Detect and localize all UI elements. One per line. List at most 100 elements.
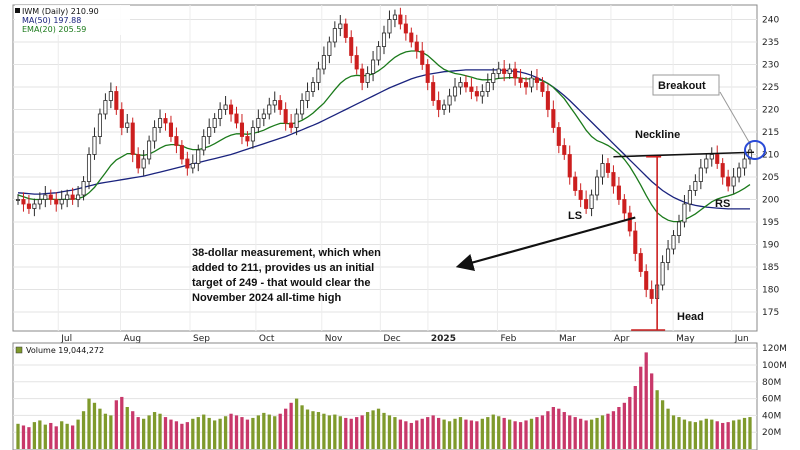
volume-bar <box>447 421 452 449</box>
date-tick-label: Aug <box>123 334 141 344</box>
candle-body <box>425 64 430 83</box>
candle-body <box>332 28 337 43</box>
candle-body <box>556 127 561 146</box>
volume-bar <box>81 411 86 449</box>
candle-body <box>578 190 583 200</box>
candle-body <box>152 127 157 142</box>
date-tick-label: May <box>676 334 695 344</box>
head-label: Head <box>677 311 704 323</box>
candle-body <box>513 68 518 79</box>
candle-body <box>32 203 37 209</box>
candle-body <box>229 104 234 115</box>
candle-body <box>720 163 725 178</box>
volume-bar <box>300 405 304 449</box>
legend-item-ema20: EMA(20) 205.59 <box>22 25 86 34</box>
candle-body <box>97 113 102 137</box>
volume-bar <box>365 412 370 449</box>
volume-bar <box>426 417 430 449</box>
price-tick-label: 185 <box>762 263 779 273</box>
volume-axis: 120M 100M 80M 60M 40M 20M <box>762 344 787 438</box>
candle-body <box>278 100 283 110</box>
volume-bar <box>540 415 545 449</box>
candle-body <box>43 194 48 200</box>
volume-bar <box>573 417 577 449</box>
volume-bar <box>404 421 408 449</box>
ma50-path <box>17 69 750 210</box>
volume-bar <box>125 407 129 449</box>
candle-body <box>108 91 113 101</box>
volume-bar <box>218 418 222 449</box>
candle-body <box>726 176 731 187</box>
volume-bar <box>60 421 64 449</box>
candle-body <box>125 122 130 128</box>
candle-body <box>92 136 97 155</box>
volume-bar <box>442 419 446 449</box>
candle-body <box>196 149 201 164</box>
candle-body <box>15 199 21 201</box>
candle-body <box>567 154 572 178</box>
candle-body <box>611 172 616 187</box>
breakout-box <box>652 74 720 96</box>
volume-bar <box>70 425 75 449</box>
candle-body <box>666 248 671 263</box>
candle-body <box>103 100 108 115</box>
volume-bar <box>458 417 463 449</box>
volume-bar <box>256 415 260 449</box>
candle-body <box>168 122 173 137</box>
candle-body <box>267 104 272 115</box>
volume-bar <box>524 420 528 449</box>
volume-bar <box>174 421 179 449</box>
candle-body <box>409 32 414 43</box>
volume-bar <box>731 420 736 449</box>
candle-body <box>442 104 447 110</box>
volume-bar <box>710 419 714 449</box>
candle-body <box>447 95 452 106</box>
measurement-text-line: 38-dollar measurement, which when <box>192 247 381 259</box>
candle-body <box>321 55 326 70</box>
price-axis: 240 235 230 225 220 215 210 205 200 195 190 185 180 1… <box>762 16 779 319</box>
candle-body <box>698 167 703 182</box>
candle-body <box>179 145 184 160</box>
candle-body <box>431 82 436 101</box>
volume-bar <box>393 417 397 449</box>
candle-body <box>523 82 529 88</box>
candle-body <box>300 100 305 115</box>
volume-bar <box>245 419 250 449</box>
breakout-label: Breakout <box>658 80 706 92</box>
volume-bar <box>595 417 599 449</box>
volume-bar <box>322 413 326 449</box>
candle-body <box>534 77 539 83</box>
volume-bar <box>469 420 474 449</box>
candle-body <box>458 82 463 88</box>
volume-bar <box>21 425 26 449</box>
volume-bar <box>202 414 206 449</box>
candle-body <box>649 289 654 299</box>
date-tick-label: Dec <box>383 334 400 344</box>
volume-bar <box>234 415 239 449</box>
volume-tick-label: 80M <box>762 378 781 388</box>
volume-bar <box>360 415 364 449</box>
volume-bar <box>289 402 293 449</box>
volume-tick-label: 100M <box>762 361 787 371</box>
volume-bar <box>180 423 184 449</box>
volume-bar <box>98 408 102 449</box>
candle-body <box>327 41 332 56</box>
measurement-text-line: November 2024 all-time high <box>192 292 341 304</box>
price-tick-label: 230 <box>762 61 779 71</box>
volume-bar <box>120 396 124 449</box>
candle-body <box>289 122 294 128</box>
candle-body <box>616 185 621 200</box>
volume-bar <box>382 412 386 449</box>
volume-bar <box>688 421 692 449</box>
price-tick-label: 200 <box>762 196 779 206</box>
candle-body <box>316 68 321 83</box>
candle-body <box>403 23 408 34</box>
date-tick-label: Nov <box>325 334 343 344</box>
volume-bar <box>568 415 572 449</box>
candle-body <box>737 167 742 178</box>
candle-body <box>742 158 747 169</box>
candle-body <box>392 14 397 20</box>
candle-body <box>687 190 692 205</box>
neckline-label: Neckline <box>635 129 680 141</box>
